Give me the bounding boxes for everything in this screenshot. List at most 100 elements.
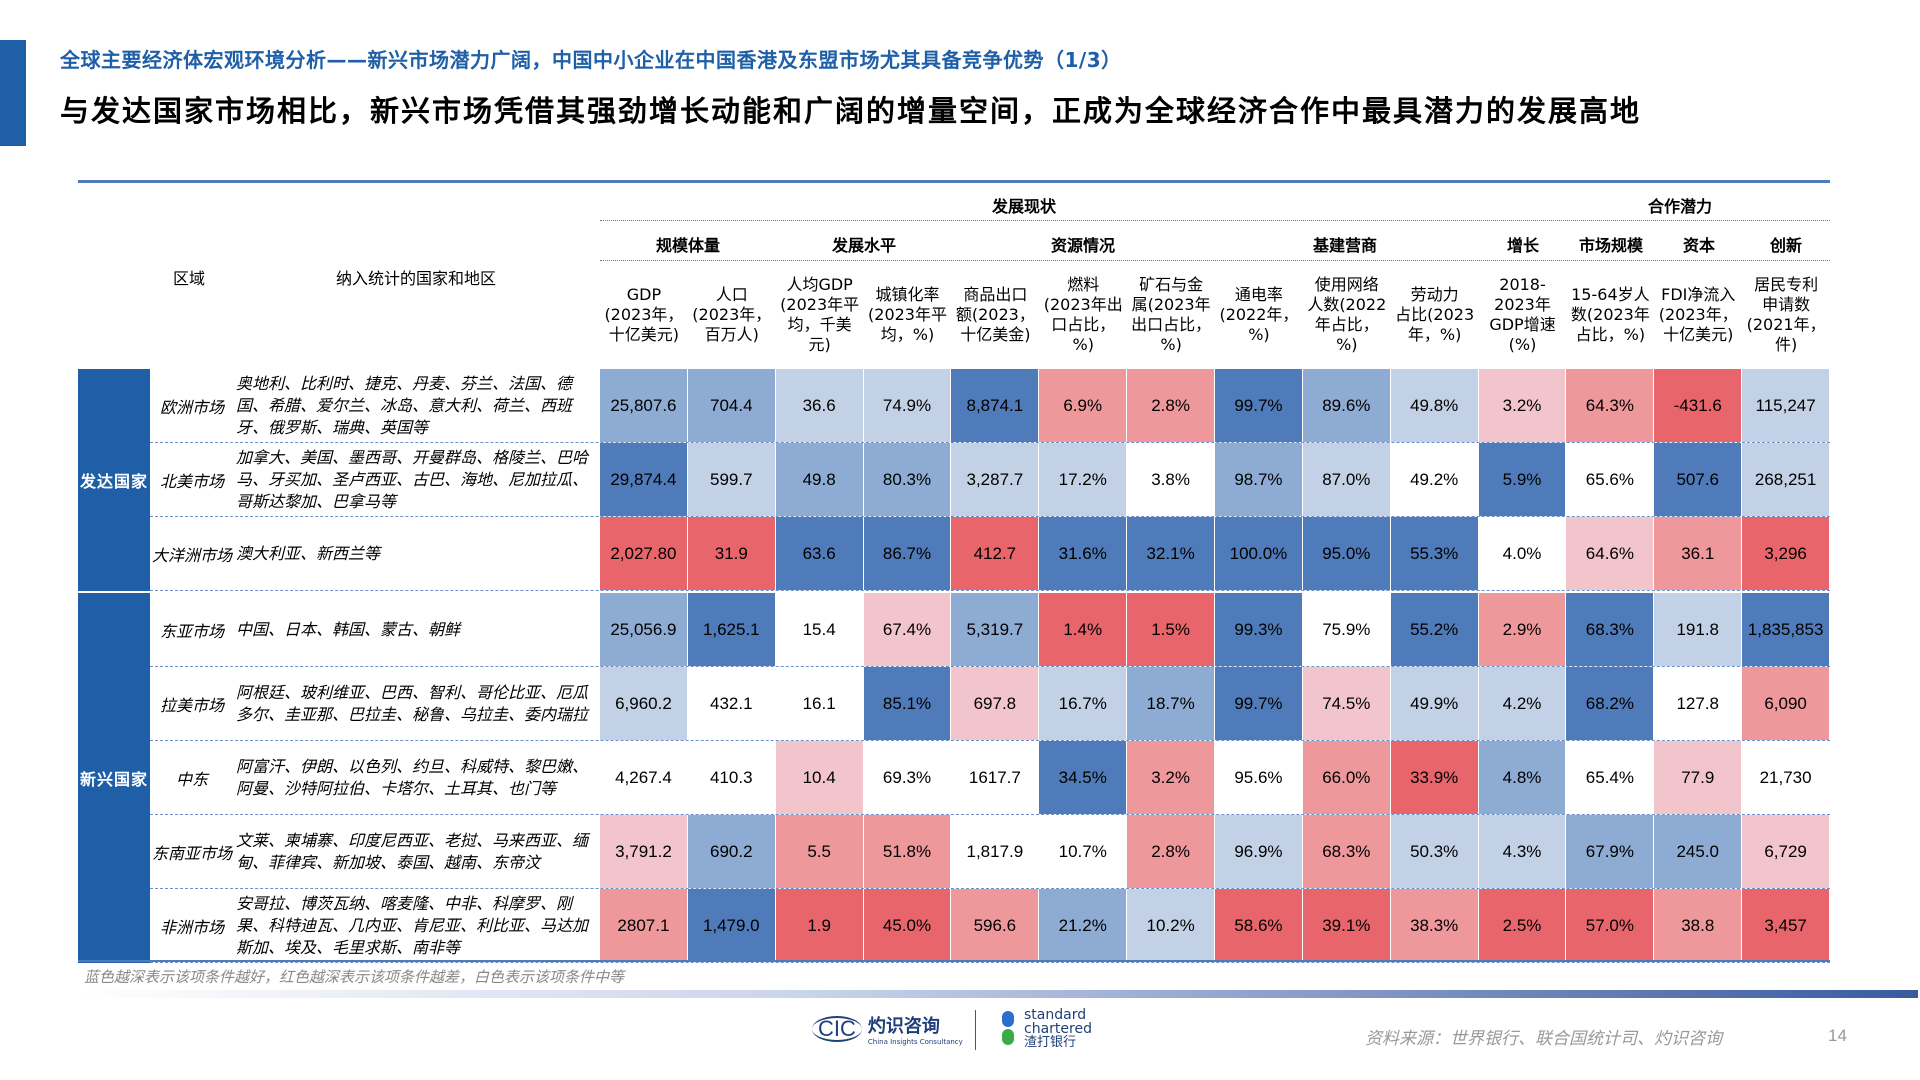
heatmap-cell: 80.3% (863, 443, 952, 516)
heatmap-cell: 29,874.4 (600, 443, 688, 516)
heatmap-cell: 5.5 (775, 815, 864, 888)
source-note: 资料来源：世界银行、联合国统计司、灼识咨询 (1365, 1029, 1722, 1049)
heatmap-cell: 55.3% (1390, 517, 1479, 590)
heatmap-cell: 6,960.2 (600, 667, 688, 740)
heatmap-cell: 4.3% (1478, 815, 1567, 888)
standard-chartered-logo-icon (998, 1009, 1018, 1049)
subgroup-capital: 资本 (1682, 236, 1716, 255)
column-header: 15-64岁人 数(2023年 占比，%) (1570, 285, 1650, 344)
heatmap-cell: 31.9 (687, 517, 776, 590)
column-header: 居民专利 申请数 (2021年， 件) (1746, 275, 1826, 354)
subgroup-header-row: 规模体量 发展水平 资源情况 基建营商 增长 市场规模 资本 创新 (600, 221, 1830, 261)
heatmap-cell: 36.6 (775, 369, 864, 442)
heatmap-cell: 127.8 (1654, 667, 1743, 740)
heatmap-cell: 65.4% (1566, 741, 1655, 814)
table-row: 非洲市场 安哥拉、博茨瓦纳、喀麦隆、中非、科摩罗、刚果、科特迪瓦、几内亚、肯尼亚、… (150, 889, 1831, 963)
heatmap-cell: 85.1% (863, 667, 952, 740)
footer-gradient-rule (78, 990, 1918, 998)
heatmap-cell: 100.0% (1215, 517, 1303, 590)
heatmap-cell: 690.2 (687, 815, 776, 888)
heatmap-cell: 68.3% (1302, 815, 1391, 888)
column-header: 劳动力 占比(2023 年，%) (1395, 285, 1475, 344)
country-list: 阿富汗、伊朗、以色列、约旦、科威特、黎巴嫩、阿曼、沙特阿拉伯、卡塔尔、土耳其、也… (236, 756, 589, 798)
heatmap-cell: 10.7% (1039, 815, 1128, 888)
heatmap-cell: 1,835,853 (1742, 593, 1831, 666)
heatmap-cell: 49.8 (775, 443, 864, 516)
heatmap-cell: 67.4% (863, 593, 952, 666)
heatmap-cell: 3.8% (1127, 443, 1216, 516)
table-right-header: 发展现状 合作潜力 规模体量 发展水平 资源情况 基建营商 增长 市场规模 资本… (600, 183, 1830, 369)
heatmap-cell: 410.3 (687, 741, 776, 814)
table-row: 中东 阿富汗、伊朗、以色列、约旦、科威特、黎巴嫩、阿曼、沙特阿拉伯、卡塔尔、土耳其… (150, 741, 1831, 815)
heatmap-cell: 89.6% (1302, 369, 1391, 442)
country-list: 阿根廷、玻利维亚、巴西、智利、哥伦比亚、厄瓜多尔、圭亚那、巴拉圭、秘鲁、乌拉圭、… (236, 682, 589, 724)
heatmap-cell: 432.1 (687, 667, 776, 740)
heatmap-cell: 36.1 (1654, 517, 1743, 590)
heatmap-cell: 596.6 (951, 889, 1040, 962)
heatmap-cell: 86.7% (863, 517, 952, 590)
heatmap-cell: 68.3% (1566, 593, 1655, 666)
sc-logo-name-cn: 渣打银行 (1024, 1035, 1077, 1050)
market-name: 非洲市场 (159, 917, 224, 937)
heatmap-cell: 2.5% (1478, 889, 1567, 962)
country-list: 澳大利亚、新西兰等 (236, 543, 381, 563)
subgroup-market-size: 市场规模 (1578, 236, 1644, 255)
table-row: 北美市场 加拿大、美国、墨西哥、开曼群岛、格陵兰、巴哈马、牙买加、圣卢西亚、古巴、… (150, 443, 1831, 517)
heatmap-cell: 65.6% (1566, 443, 1655, 516)
heatmap-cell: 4,267.4 (600, 741, 688, 814)
heatmap-cell: 55.2% (1390, 593, 1479, 666)
heatmap-cell: 25,807.6 (600, 369, 688, 442)
market-name: 欧洲市场 (159, 397, 224, 417)
market-name: 东南亚市场 (151, 843, 232, 863)
country-list: 加拿大、美国、墨西哥、开曼群岛、格陵兰、巴哈马、牙买加、圣卢西亚、古巴、海地、尼… (236, 447, 589, 511)
subgroup-innovation: 创新 (1769, 236, 1803, 255)
market-name: 大洋洲市场 (152, 545, 233, 565)
heatmap-cell: 99.7% (1215, 369, 1303, 442)
accent-bar (0, 40, 26, 146)
column-header-row: GDP (2023年， 十亿美元) 人口 (2023年， 百万人) 人均GDP … (600, 261, 1830, 369)
heatmap-cell: 39.1% (1302, 889, 1391, 962)
subgroup-scale: 规模体量 (655, 236, 721, 255)
heatmap-cell: 2,027.80 (600, 517, 688, 590)
heatmap-cell: 3,287.7 (951, 443, 1040, 516)
column-header: 人均GDP (2023年平 均，千美 元) (780, 275, 860, 354)
heatmap-cell: 31.6% (1039, 517, 1128, 590)
column-header: GDP (2023年， 十亿美元) (604, 285, 684, 344)
heatmap-cell: 3.2% (1127, 741, 1216, 814)
column-header: 人口 (2023年， 百万人) (692, 285, 772, 344)
table-row: 欧洲市场 奥地利、比利时、捷克、丹麦、芬兰、法国、德国、希腊、爱尔兰、冰岛、意大利… (150, 369, 1831, 443)
subgroup-resources: 资源情况 (1050, 236, 1116, 255)
heatmap-cell: 1617.7 (951, 741, 1040, 814)
heatmap-cell: 4.0% (1478, 517, 1567, 590)
heatmap-cell: 2807.1 (600, 889, 688, 962)
heatmap-cell: 87.0% (1302, 443, 1391, 516)
market-name: 拉美市场 (159, 695, 224, 715)
heatmap-cell: 1,817.9 (951, 815, 1040, 888)
heatmap-cell: 16.7% (1039, 667, 1128, 740)
legend-note: 蓝色越深表示该项条件越好，红色越深表示该项条件越差，白色表示该项条件中等 (84, 968, 625, 986)
group-header-status: 发展现状 (992, 197, 1057, 216)
heatmap-cell: 58.6% (1215, 889, 1303, 962)
table-left-header: 区域 纳入统计的国家和地区 (78, 183, 600, 369)
heatmap-cell: 191.8 (1654, 593, 1743, 666)
cic-logo-name-cn: 灼识咨询 (867, 1016, 940, 1037)
heatmap-cell: 63.6 (775, 517, 864, 590)
country-list: 奥地利、比利时、捷克、丹麦、芬兰、法国、德国、希腊、爱尔兰、冰岛、意大利、荷兰、… (236, 373, 573, 437)
table-row: 东南亚市场 文莱、柬埔寨、印度尼西亚、老挝、马来西亚、缅甸、菲律宾、新加坡、泰国、… (150, 815, 1831, 889)
header-countries: 纳入统计的国家和地区 (336, 269, 497, 288)
heatmap-cell: 3,296 (1742, 517, 1831, 590)
heatmap-cell: 8,874.1 (951, 369, 1040, 442)
heatmap-cell: 3,457 (1742, 889, 1831, 962)
heatmap-cell: 21,730 (1742, 741, 1831, 814)
heatmap-cell: 57.0% (1566, 889, 1655, 962)
heatmap-cell: 21.2% (1039, 889, 1128, 962)
heatmap-cell: 99.3% (1215, 593, 1303, 666)
market-name: 东亚市场 (159, 621, 224, 641)
heatmap-cell: 268,251 (1742, 443, 1831, 516)
subgroup-development: 发展水平 (831, 236, 897, 255)
heatmap-cell: 33.9% (1390, 741, 1479, 814)
heatmap-cell: 75.9% (1302, 593, 1391, 666)
heatmap-cell: 1,479.0 (687, 889, 776, 962)
column-header: 使用网络 人数(2022 年占比， %) (1307, 275, 1387, 354)
heatmap-cell: 4.8% (1478, 741, 1567, 814)
